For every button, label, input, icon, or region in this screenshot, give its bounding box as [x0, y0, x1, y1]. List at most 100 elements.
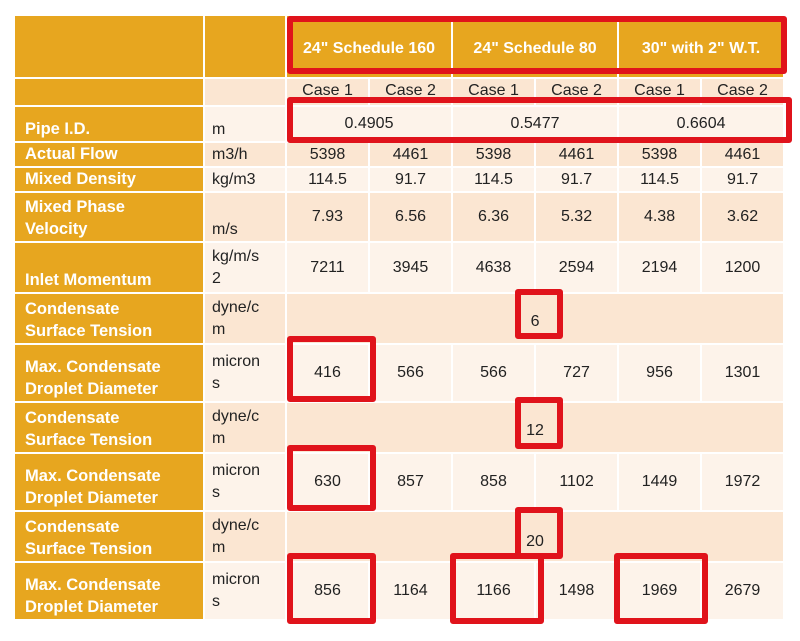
cell-value: 1972 — [702, 454, 786, 512]
cell-value: 4461 — [370, 143, 454, 168]
cell-value: 91.7 — [370, 168, 454, 193]
column-header-30in: 30" with 2" W.T. — [619, 16, 786, 79]
row-label-line: Surface Tension — [25, 322, 153, 340]
row-label-line: Condensate — [25, 518, 120, 536]
row-label-line: Velocity — [25, 220, 88, 238]
row-unit: m/s — [205, 193, 287, 243]
row-droplet-diameter-1: Max. Condensate Droplet Diameter micron … — [15, 345, 786, 403]
row-label-line: Droplet Diameter — [25, 598, 158, 616]
row-label-line: Condensate — [25, 300, 120, 318]
case-row: Case 1 Case 2 Case 1 Case 2 Case 1 Case … — [15, 79, 786, 107]
cell-value: 1449 — [619, 454, 703, 512]
cell-value: 856 — [287, 563, 370, 621]
row-label: Condensate Surface Tension — [15, 512, 205, 563]
row-label: Max. Condensate Droplet Diameter — [15, 563, 205, 621]
cell-value: 4461 — [536, 143, 620, 168]
cell-value: 1164 — [370, 563, 454, 621]
row-mixed-density: Mixed Density kg/m3 114.5 91.7 114.5 91.… — [15, 168, 786, 193]
row-unit: micron s — [205, 345, 287, 403]
row-unit: m3/h — [205, 143, 287, 168]
cell-value: 7.93 — [287, 193, 370, 243]
row-label: Max. Condensate Droplet Diameter — [15, 454, 205, 512]
cell-value: 1166 — [453, 563, 537, 621]
cell-value: 3.62 — [702, 193, 786, 243]
case-label: Case 1 — [287, 79, 370, 107]
row-label-line: Droplet Diameter — [25, 489, 158, 507]
header-corner — [15, 16, 205, 79]
cell-value: 0.6604 — [619, 107, 786, 143]
cell-value: 0.4905 — [287, 107, 454, 143]
cell-value: 3945 — [370, 243, 454, 294]
row-inlet-momentum: Inlet Momentum kg/m/s 2 7211 3945 4638 2… — [15, 243, 786, 294]
row-label: Inlet Momentum — [15, 243, 205, 294]
row-label-line: Surface Tension — [25, 431, 153, 449]
row-label-line: Droplet Diameter — [25, 380, 158, 398]
row-unit-line: micron — [212, 353, 261, 370]
case-label: Case 1 — [619, 79, 703, 107]
row-unit: dyne/c m — [205, 403, 287, 454]
cell-value: 858 — [453, 454, 537, 512]
cell-value: 6.36 — [453, 193, 537, 243]
row-label-line: Mixed Phase — [25, 198, 125, 216]
row-unit-line: micron — [212, 462, 261, 479]
row-label-line: Max. Condensate — [25, 358, 161, 376]
cell-value: 114.5 — [619, 168, 703, 193]
cell-value: 1301 — [702, 345, 786, 403]
row-unit-line: m — [212, 320, 226, 338]
row-label-line: Condensate — [25, 409, 120, 427]
row-unit-line: m — [212, 429, 226, 447]
case-label: Case 1 — [453, 79, 537, 107]
case-label: Case 2 — [536, 79, 620, 107]
cell-value: 6.56 — [370, 193, 454, 243]
cell-value: 1200 — [702, 243, 786, 294]
row-unit-line: s — [212, 375, 220, 392]
cell-value: 727 — [536, 345, 620, 403]
cell-value: 7211 — [287, 243, 370, 294]
row-unit: micron s — [205, 563, 287, 621]
row-pipe-id: Pipe I.D. m 0.4905 0.5477 0.6604 — [15, 107, 786, 143]
cell-value: 630 — [287, 454, 370, 512]
column-header-sch80: 24" Schedule 80 — [453, 16, 620, 79]
row-surface-tension-1: Condensate Surface Tension dyne/c m 6 — [15, 294, 786, 345]
row-unit-line: s — [212, 593, 220, 610]
row-actual-flow: Actual Flow m3/h 5398 4461 5398 4461 539… — [15, 143, 786, 168]
cell-value: 857 — [370, 454, 454, 512]
row-label: Condensate Surface Tension — [15, 403, 205, 454]
cell-value: 5398 — [287, 143, 370, 168]
row-unit-line: 2 — [212, 269, 221, 287]
row-label: Actual Flow — [15, 143, 205, 168]
row-surface-tension-3: Condensate Surface Tension dyne/c m 20 — [15, 512, 786, 563]
row-unit: kg/m3 — [205, 168, 287, 193]
case-label: Case 2 — [702, 79, 786, 107]
cell-value: 5398 — [453, 143, 537, 168]
cell-value: 5.32 — [536, 193, 620, 243]
row-unit: micron s — [205, 454, 287, 512]
cell-value: 2594 — [536, 243, 620, 294]
row-unit: dyne/c m — [205, 294, 287, 345]
cell-value: 91.7 — [702, 168, 786, 193]
data-table-sheet: 24" Schedule 160 24" Schedule 80 30" wit… — [15, 16, 786, 625]
row-unit: m — [205, 107, 287, 143]
row-unit-line: dyne/c — [212, 298, 260, 316]
cell-value: 416 — [287, 345, 370, 403]
case-row-unit-blank — [205, 79, 287, 107]
cell-value: 91.7 — [536, 168, 620, 193]
cell-value: 1102 — [536, 454, 620, 512]
pipe-sizing-table: 24" Schedule 160 24" Schedule 80 30" wit… — [15, 16, 786, 621]
cell-value: 566 — [370, 345, 454, 403]
cell-value: 2679 — [702, 563, 786, 621]
cell-value: 5398 — [619, 143, 703, 168]
cell-value: 0.5477 — [453, 107, 620, 143]
cell-value: 2194 — [619, 243, 703, 294]
cell-value: 1498 — [536, 563, 620, 621]
header-unit-blank — [205, 16, 287, 79]
row-label: Mixed Phase Velocity — [15, 193, 205, 243]
row-mixed-velocity: Mixed Phase Velocity m/s 7.93 6.56 6.36 … — [15, 193, 786, 243]
cell-value: 566 — [453, 345, 537, 403]
row-label-line: Max. Condensate — [25, 467, 161, 485]
cell-value-merged: 6 — [287, 294, 786, 345]
row-unit: kg/m/s 2 — [205, 243, 287, 294]
row-unit-line: dyne/c — [212, 407, 260, 425]
row-label: Condensate Surface Tension — [15, 294, 205, 345]
cell-value: 4.38 — [619, 193, 703, 243]
